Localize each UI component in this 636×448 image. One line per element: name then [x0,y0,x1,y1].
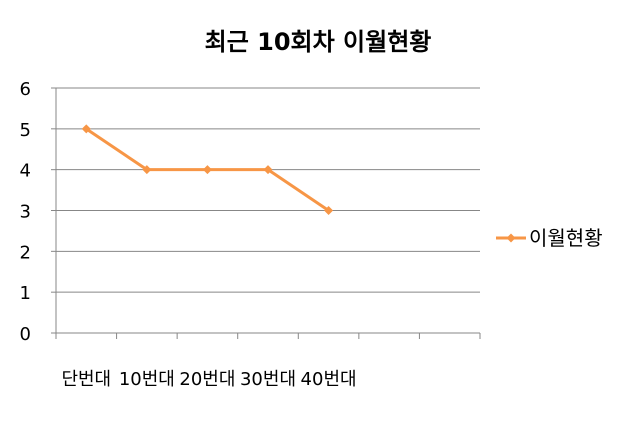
y-tick-label: 2 [20,242,31,263]
chart-title: 최근 10회차 이월현황 [205,28,432,56]
data-point [324,206,334,215]
y-tick-label: 3 [20,202,31,223]
x-tick-label: 단번대 [61,369,111,390]
y-tick-label: 1 [20,283,31,304]
x-tick-label: 40번대 [301,369,357,390]
legend-marker [506,233,516,243]
x-tick-label: 20번대 [179,369,235,390]
y-tick-label: 0 [20,324,31,345]
data-point [263,165,273,175]
axes [51,87,481,339]
data-point [142,165,152,175]
y-tick-label: 6 [20,79,31,100]
legend-label: 이월현황 [529,226,603,250]
y-tick-label: 5 [20,120,31,141]
data-point [202,165,212,175]
y-tick-labels: 0 1 2 3 4 5 6 [20,79,31,345]
x-tick-label: 10번대 [119,369,175,390]
x-tick-label: 30번대 [240,369,296,390]
data-point [81,124,91,134]
x-tick-labels: 단번대 10번대 20번대 30번대 40번대 [61,369,356,390]
y-tick-label: 4 [20,161,31,182]
gridlines [56,87,480,293]
series [81,124,334,215]
legend: 이월현황 [496,226,603,250]
